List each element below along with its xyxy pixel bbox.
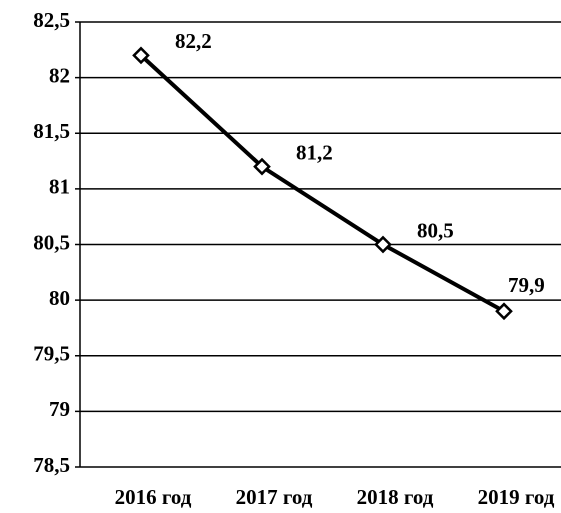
x-tick-label: 2017 год xyxy=(236,485,313,509)
marker xyxy=(374,235,392,254)
y-tick-label: 79 xyxy=(49,397,70,421)
y-tick-label: 80 xyxy=(49,286,70,310)
data-label: 80,5 xyxy=(417,218,454,242)
marker xyxy=(253,157,271,176)
y-tick-label: 81,5 xyxy=(33,119,70,143)
y-tick-label: 79,5 xyxy=(33,342,70,366)
marker xyxy=(495,302,513,321)
x-tick-label: 2018 год xyxy=(357,485,434,509)
data-label: 82,2 xyxy=(175,29,212,53)
data-label: 81,2 xyxy=(296,140,333,164)
line xyxy=(139,53,505,314)
x-tick-label: 2016 год xyxy=(115,485,192,509)
y-tick-label: 81 xyxy=(49,175,70,199)
data-label: 79,9 xyxy=(508,273,545,297)
y-tick-label: 82,5 xyxy=(33,8,70,32)
y-tick-label: 80,5 xyxy=(33,230,70,254)
marker xyxy=(132,46,150,65)
y-tick-label: 82 xyxy=(49,63,70,87)
x-tick-label: 2019 год xyxy=(478,485,555,509)
y-tick-label: 78,5 xyxy=(33,453,70,477)
